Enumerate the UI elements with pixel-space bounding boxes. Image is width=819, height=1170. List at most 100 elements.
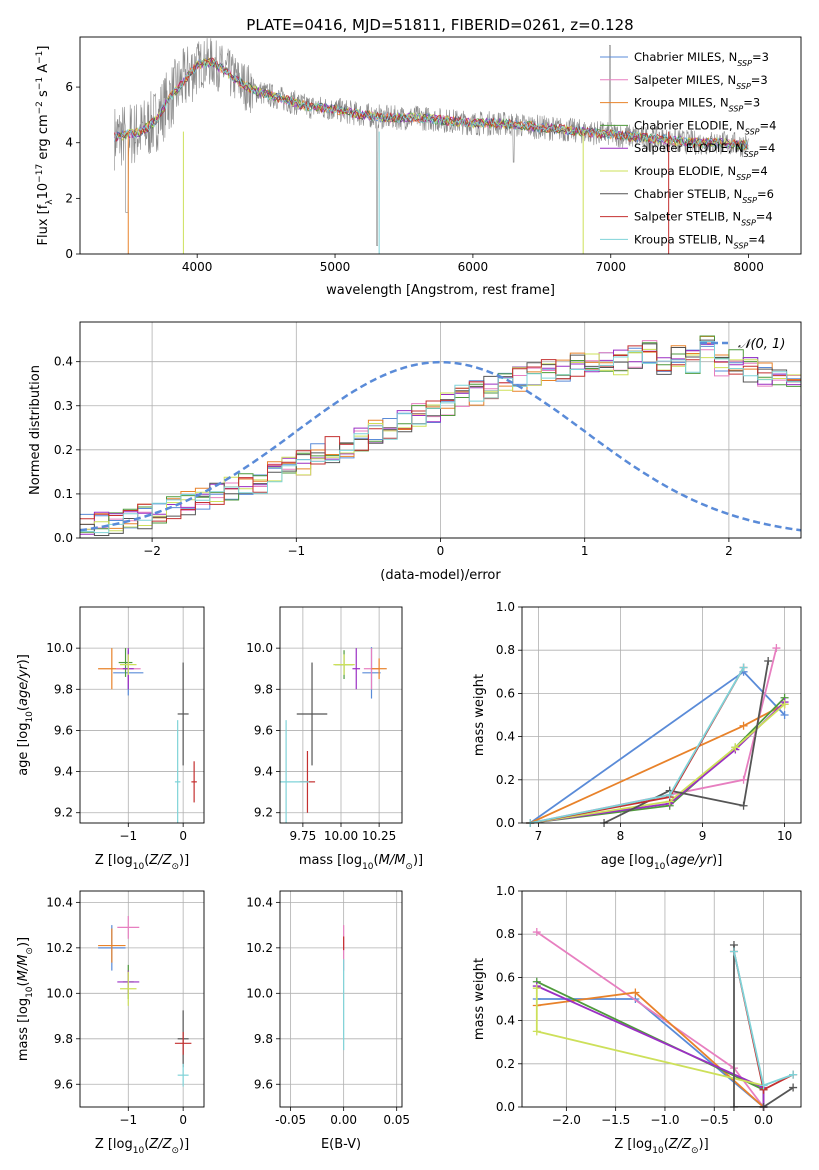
y-tick-label: 0.0 — [496, 816, 515, 830]
x-tick-label: 8 — [617, 829, 625, 843]
x-tick-label: 10 — [777, 829, 792, 843]
weight-point-marker — [631, 988, 640, 997]
residual-histogram-step — [80, 342, 801, 522]
y-tick-label: 6 — [65, 80, 73, 94]
x-tick-label: 0 — [179, 1113, 187, 1127]
x-tick-label: -0.05 — [275, 1113, 306, 1127]
x-tick-label: 0 — [437, 544, 445, 558]
age-vs-Z-xlabel: Z [log10(Z/Z⊙)] — [95, 853, 189, 872]
y-tick-label: 10.2 — [46, 941, 73, 955]
weight-point-marker — [772, 644, 781, 653]
y-tick-label: 9.2 — [54, 806, 73, 820]
y-tick-label: 9.8 — [254, 1032, 273, 1046]
y-tick-label: 0.8 — [496, 643, 515, 657]
y-tick-label: 0.3 — [54, 399, 73, 413]
observed-spectrum-line — [114, 38, 749, 246]
x-tick-label: 4000 — [182, 260, 213, 274]
weight-point-marker — [789, 1083, 798, 1092]
normal-curve-line — [80, 360, 801, 532]
age_vs_Z-axes: −1 0 9.2 9.4 9.6 9.8 10.0 — [46, 607, 204, 843]
y-tick-label: 9.4 — [254, 765, 273, 779]
y-tick-label: 0.4 — [496, 730, 515, 744]
legend-label: Kroupa MILES, NSSP=3 — [634, 96, 760, 114]
x-tick-label: −1 — [119, 1113, 137, 1127]
y-tick-label: 9.6 — [54, 723, 73, 737]
y-tick-label: 0.0 — [54, 531, 73, 545]
mass_vs_Z-axes: −1 0 9.6 9.8 10.0 10.2 10.4 — [46, 891, 204, 1127]
y-tick-label: 9.8 — [54, 682, 73, 696]
weight-point-marker — [532, 928, 541, 937]
x-tick-label: −1 — [287, 544, 305, 558]
x-tick-label: 2 — [725, 544, 733, 558]
x-tick-label: 8000 — [733, 260, 764, 274]
y-tick-label: 1.0 — [496, 600, 515, 614]
x-tick-label: 0.00 — [330, 1113, 357, 1127]
x-tick-label: 9.75 — [290, 829, 317, 843]
y-tick-label: 0.4 — [496, 1014, 515, 1028]
axes-frame — [79, 36, 802, 255]
x-tick-label: 0.0 — [754, 1113, 773, 1127]
y-tick-label: 10.0 — [246, 986, 273, 1000]
weight_vs_age-ylabel: mass weight — [472, 674, 487, 756]
y-tick-label: 10.2 — [246, 941, 273, 955]
x-tick-label: −1.0 — [650, 1113, 679, 1127]
y-tick-label: 4 — [65, 136, 73, 150]
x-tick-label: 10.00 — [324, 829, 358, 843]
x-tick-label: −1.5 — [601, 1113, 630, 1127]
x-tick-label: −0.5 — [700, 1113, 729, 1127]
weight-point-marker — [739, 663, 748, 672]
legend-label: Salpeter ELODIE, NSSP=4 — [634, 141, 775, 159]
mass-vs-Z-ylabel: mass [log10(M/M⊙)] — [16, 937, 35, 1061]
weight-series-line — [733, 945, 794, 1107]
y-tick-label: 0.0 — [496, 1100, 515, 1114]
weight-point-marker — [759, 1081, 768, 1090]
weight-vs-Z-xlabel: Z [log10(Z/Z⊙)] — [614, 1137, 708, 1156]
axes-frame — [279, 606, 403, 824]
weight-point-marker — [731, 743, 740, 752]
y-tick-label: 9.4 — [54, 765, 73, 779]
model-spectrum-line — [114, 59, 749, 150]
mass-vs-Z-xlabel: Z [log10(Z/Z⊙)] — [95, 1137, 189, 1156]
y-tick-label: 1.0 — [496, 884, 515, 898]
legend-label: Salpeter STELIB, NSSP=4 — [634, 210, 773, 228]
weight-point-marker — [739, 775, 748, 784]
y-tick-label: 2 — [65, 191, 73, 205]
weight-vs-age-xlabel: age [log10(age/yr)] — [601, 853, 723, 872]
x-tick-label: 1 — [581, 544, 589, 558]
y-tick-label: 9.6 — [254, 1077, 273, 1091]
axes-frame — [79, 890, 205, 1108]
weight-series-line — [536, 985, 765, 1107]
weight-point-marker — [739, 721, 748, 730]
age-vs-Z-ylabel: age [log10(age/yr)] — [16, 654, 35, 776]
x-tick-label: 10.25 — [362, 829, 396, 843]
x-tick-label: 5000 — [320, 260, 351, 274]
y-tick-label: 10.4 — [246, 895, 273, 909]
x-tick-label: 0 — [179, 829, 187, 843]
spectrum-xlabel: wavelength [Angstrom, rest frame] — [326, 283, 555, 298]
weight-series-line — [536, 931, 765, 1107]
y-tick-label: 0.4 — [54, 355, 73, 369]
legend-label: Chabrier MILES, NSSP=3 — [634, 50, 769, 68]
y-tick-label: 0.1 — [54, 487, 73, 501]
mass-vs-EBV-xlabel: E(B-V) — [321, 1137, 361, 1152]
y-tick-label: 10.0 — [46, 986, 73, 1000]
residuals-ylabel: Normed distribution — [28, 365, 43, 495]
weight-series-line — [603, 660, 770, 823]
model-spectrum-line — [114, 57, 749, 150]
weight-series-line — [529, 670, 786, 823]
page-title: PLATE=0416, MJD=51811, FIBERID=0261, z=0… — [246, 16, 633, 34]
x-tick-label: −1 — [119, 829, 137, 843]
y-tick-label: 0.6 — [496, 970, 515, 984]
weight-point-marker — [780, 711, 789, 719]
weight-point-marker — [739, 801, 748, 810]
x-tick-label: 7 — [535, 829, 543, 843]
weight_vs_Z-ylabel: mass weight — [472, 958, 487, 1040]
weight-point-marker — [532, 1027, 541, 1036]
y-tick-label: 9.2 — [254, 806, 273, 820]
weight-point-marker — [532, 984, 541, 993]
x-tick-label: −2.0 — [552, 1113, 581, 1127]
y-tick-label: 0.2 — [496, 773, 515, 787]
y-tick-label: 0.2 — [496, 1057, 515, 1071]
x-tick-label: 7000 — [595, 260, 626, 274]
